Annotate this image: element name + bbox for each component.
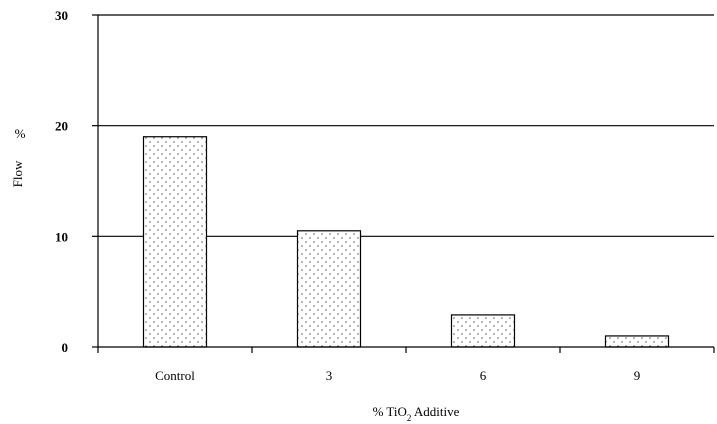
y-tick-label: 10: [55, 229, 68, 244]
bar: [296, 230, 362, 348]
bar: [450, 314, 516, 348]
y-axis-unit: %: [15, 126, 26, 141]
x-axis-label-suffix: Additive: [411, 404, 459, 419]
x-tick-label: 3: [326, 368, 333, 383]
axes: [92, 14, 715, 353]
y-tick-label: 20: [55, 119, 68, 134]
y-tick-labels: 0 10 20 30: [55, 8, 68, 355]
x-axis-label-prefix: % TiO: [373, 404, 407, 419]
y-axis-label: Flow: [10, 160, 25, 187]
x-tick-label: Control: [155, 368, 195, 383]
x-axis-label-subscript: 2: [407, 413, 412, 423]
y-tick-label: 0: [62, 340, 69, 355]
x-tick-labels: Control 3 6 9: [155, 368, 640, 383]
bar: [604, 335, 670, 348]
bar: [142, 136, 208, 348]
bars: [142, 136, 670, 348]
y-tick-label: 30: [55, 8, 68, 23]
x-axis-label: % TiO2 Additive: [373, 404, 460, 423]
x-tick-label: 9: [634, 368, 641, 383]
x-tick-label: 6: [480, 368, 487, 383]
